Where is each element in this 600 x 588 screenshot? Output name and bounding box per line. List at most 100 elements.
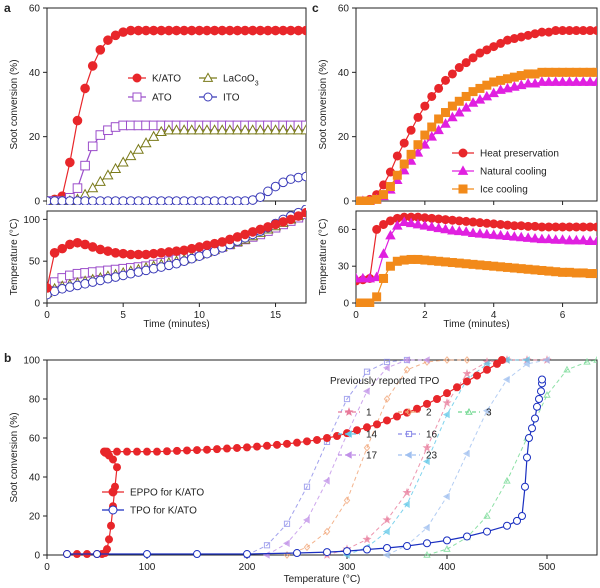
data-point-lacoo3 <box>102 169 114 180</box>
data-point-tpo-for-k-ato <box>293 549 301 558</box>
data-point-lacoo3 <box>231 124 244 135</box>
legend-item-natural-cooling: Natural cooling <box>452 165 547 178</box>
data-point-23 <box>482 406 490 415</box>
series-line-k-ato <box>47 29 306 202</box>
data-point-ito <box>285 174 296 184</box>
data-point-ito <box>270 181 281 192</box>
legend-marker <box>344 430 352 438</box>
legend-label: ITO <box>223 93 240 104</box>
data-point-tpo-for-k-ato <box>521 482 529 491</box>
data-point-eppo-for-k-ato <box>383 416 391 425</box>
series-16 <box>243 356 411 559</box>
data-point-eppo-for-k-ato <box>473 371 481 380</box>
data-point-natural-cooling <box>536 76 548 86</box>
panel-letter-c: c <box>312 1 319 15</box>
data-point-ice-cooling <box>454 96 464 106</box>
data-point-lacoo3 <box>132 143 144 154</box>
legend-item-2: 2 <box>398 408 432 419</box>
data-point-16 <box>343 395 351 403</box>
data-point-k-ato <box>80 83 90 94</box>
data-point-eppo-for-k-ato <box>253 442 261 451</box>
x-tick-label: 6 <box>560 310 566 321</box>
legend-label: Natural cooling <box>480 167 547 178</box>
data-point-tpo-for-k-ato <box>483 527 491 536</box>
data-point-3 <box>443 545 451 552</box>
data-point-natural-cooling <box>495 229 506 240</box>
data-point-natural-cooling <box>564 234 575 245</box>
data-point-heat-preservation <box>392 151 402 161</box>
x-tick-label: 100 <box>139 562 156 573</box>
data-point-ice-cooling <box>441 108 451 118</box>
legend-label: 14 <box>366 430 378 441</box>
data-point-eppo-for-k-ato <box>163 447 171 456</box>
data-point-ito <box>255 192 266 202</box>
data-point-lacoo3 <box>269 124 282 135</box>
x-tick-label: 300 <box>339 562 356 573</box>
data-point-eppo-for-k-ato <box>423 399 431 408</box>
data-point-3 <box>483 511 491 519</box>
data-point-k-ato <box>87 61 98 71</box>
y-tick-label: 60 <box>29 434 41 445</box>
data-point-ice-cooling <box>461 91 471 101</box>
x-tick-label: 500 <box>539 562 556 573</box>
series-line-1 <box>326 359 547 556</box>
y-tick-label: 80 <box>29 395 41 406</box>
data-point-natural-cooling <box>536 233 548 244</box>
data-point-17 <box>362 387 370 395</box>
data-point-eppo-for-k-ato <box>483 365 491 374</box>
data-point-natural-cooling <box>488 87 499 98</box>
data-point-heat-preservation <box>461 58 471 68</box>
data-point-ato <box>80 160 90 171</box>
data-point-tpo-for-k-ato <box>93 550 101 559</box>
legend-label: 23 <box>426 451 438 462</box>
data-point-14 <box>402 500 410 509</box>
data-point-heat-preservation <box>434 83 444 93</box>
data-point-lacoo3 <box>109 162 122 173</box>
legend-marker <box>405 408 413 416</box>
legend-label: K/ATO <box>152 74 181 85</box>
y-axis-label: Soot conversion (%) <box>9 59 20 149</box>
legend-marker <box>404 451 412 459</box>
data-point-natural-cooling <box>454 106 465 117</box>
data-point-2 <box>443 356 451 364</box>
data-point-eppo-for-k-ato <box>213 445 221 454</box>
data-point-14 <box>422 457 430 466</box>
data-point-eppo-for-k-ato <box>123 447 131 456</box>
data-point-ice-cooling <box>434 114 444 124</box>
data-point-heat-preservation <box>441 75 451 85</box>
data-point-ice-cooling <box>392 170 402 180</box>
data-point-tpo-for-k-ato <box>423 539 431 548</box>
data-point-natural-cooling <box>378 248 389 258</box>
data-point-natural-cooling <box>571 76 582 86</box>
data-point-lacoo3 <box>94 175 106 186</box>
legend-item-tpo-for-k-ato: TPO for K/ATO <box>102 505 197 517</box>
data-point-17 <box>422 356 430 364</box>
legend-marker <box>202 72 214 82</box>
data-point-natural-cooling <box>447 224 458 235</box>
data-point-lacoo3 <box>178 124 190 135</box>
data-point-23 <box>542 356 550 364</box>
data-point-tpo-for-k-ato <box>525 434 533 442</box>
data-point-1 <box>362 534 372 544</box>
data-point-lacoo3 <box>262 124 274 135</box>
data-point-lacoo3 <box>155 125 167 136</box>
legend-item-ato: ATO <box>128 92 172 104</box>
y-tick-label: 0 <box>34 299 40 310</box>
data-point-ato <box>95 130 106 140</box>
y-tick-label: 60 <box>338 4 350 15</box>
data-point-natural-cooling <box>543 233 555 244</box>
y-axis-label: Temperature (°C) <box>9 219 20 296</box>
data-point-natural-cooling <box>522 77 534 88</box>
data-point-eppo-for-k-ato <box>233 443 241 452</box>
panel-letter-a: a <box>4 1 11 15</box>
data-point-17 <box>302 516 310 524</box>
data-point-natural-cooling <box>412 147 424 157</box>
plot-frame <box>46 359 598 556</box>
data-point-natural-cooling <box>398 216 410 226</box>
data-point-k-ato <box>72 115 83 126</box>
data-point-ato <box>72 183 83 193</box>
legend-marker <box>344 451 352 459</box>
y-tick-label: 0 <box>343 299 349 310</box>
data-point-23 <box>422 523 430 532</box>
series-23 <box>382 356 550 559</box>
